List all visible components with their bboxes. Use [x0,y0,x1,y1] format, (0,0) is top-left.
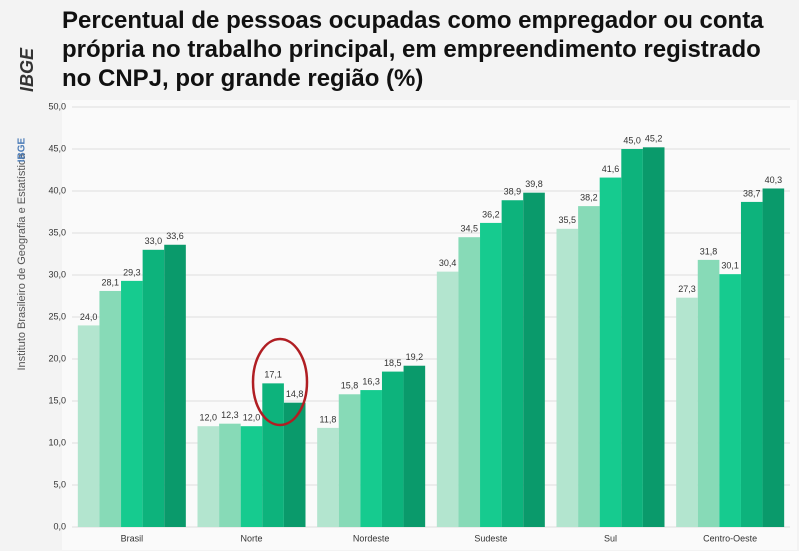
value-label: 27,3 [678,284,696,294]
chart-title: Percentual de pessoas ocupadas como empr… [62,7,764,92]
bar [317,427,339,527]
bar [164,244,186,527]
value-label: 16,3 [362,376,380,386]
bar [556,228,579,528]
value-label: 30,4 [439,258,457,268]
y-tick-label: 40,0 [48,185,66,195]
bar [121,280,143,527]
value-label: 35,5 [559,215,577,225]
bar [697,259,720,527]
bar [578,206,600,527]
y-tick-label: 50,0 [48,101,66,111]
bar [197,426,220,527]
bar [621,149,643,527]
y-tick-label: 45,0 [48,143,66,153]
value-label: 24,0 [80,312,98,322]
bar [523,192,545,527]
bar [240,426,263,527]
value-label: 45,2 [645,134,663,144]
y-tick-label: 0,0 [53,521,66,531]
bar [99,290,122,527]
side-text: Instituto Brasileiro de Geografia e Esta… [16,153,28,371]
value-label: 18,5 [384,358,402,368]
x-tick-label: Brasil [121,533,144,543]
x-tick-label: Sul [604,533,617,543]
value-label: 40,3 [765,175,783,185]
value-label: 39,8 [525,179,543,189]
bar [480,222,502,528]
bar [360,390,382,527]
value-label: 30,1 [721,261,739,271]
bar [762,188,785,528]
bar [219,423,241,527]
value-label: 19,2 [406,352,424,362]
x-tick-label: Centro-Oeste [703,533,757,543]
bar [77,325,100,527]
logo: IBGE [17,47,37,92]
x-tick-label: Norte [240,533,262,543]
side-tag: IBGE [17,137,28,162]
value-label: 28,1 [101,277,119,287]
bar [599,177,622,527]
value-label: 14,8 [286,389,304,399]
value-label: 15,8 [341,381,359,391]
bar [719,274,741,527]
bar [381,371,404,527]
value-label: 45,0 [623,135,641,145]
plot: 0,0 5,0 10,0 15,0 20,0 25,0 30,0 35,0 40,0 45,0 50… [48,101,790,543]
bar [458,237,481,527]
bar [403,365,426,527]
bar [142,249,165,528]
value-label: 34,5 [460,224,478,234]
y-tick-label: 20,0 [48,353,66,363]
bar [338,394,361,527]
y-tick-label: 25,0 [48,311,66,321]
y-tick-label: 10,0 [48,437,66,447]
y-tick-label: 15,0 [48,395,66,405]
value-label: 31,8 [700,246,718,256]
value-label: 33,6 [166,231,184,241]
bar [262,383,284,527]
value-label: 33,0 [145,236,163,246]
value-label: 41,6 [602,164,620,174]
value-label: 17,1 [264,370,282,380]
y-tick-label: 35,0 [48,227,66,237]
bar [283,402,306,527]
bar [501,200,524,528]
value-label: 12,0 [200,413,218,423]
y-tick-label: 5,0 [53,479,66,489]
value-label: 38,2 [580,192,598,202]
x-tick-label: Sudeste [474,533,507,543]
bar [740,201,763,528]
bar [436,271,459,527]
highlight-ellipse [251,337,309,427]
y-tick-label: 30,0 [48,269,66,279]
value-label: 11,8 [320,414,337,424]
bar [676,297,698,527]
value-label: 12,3 [221,410,239,420]
value-label: 38,7 [743,188,761,198]
x-tick-label: Nordeste [353,533,390,543]
bar [642,147,665,527]
value-label: 29,3 [123,267,141,277]
value-label: 36,2 [482,209,500,219]
value-label: 12,0 [243,413,261,423]
value-label: 38,9 [504,187,522,197]
